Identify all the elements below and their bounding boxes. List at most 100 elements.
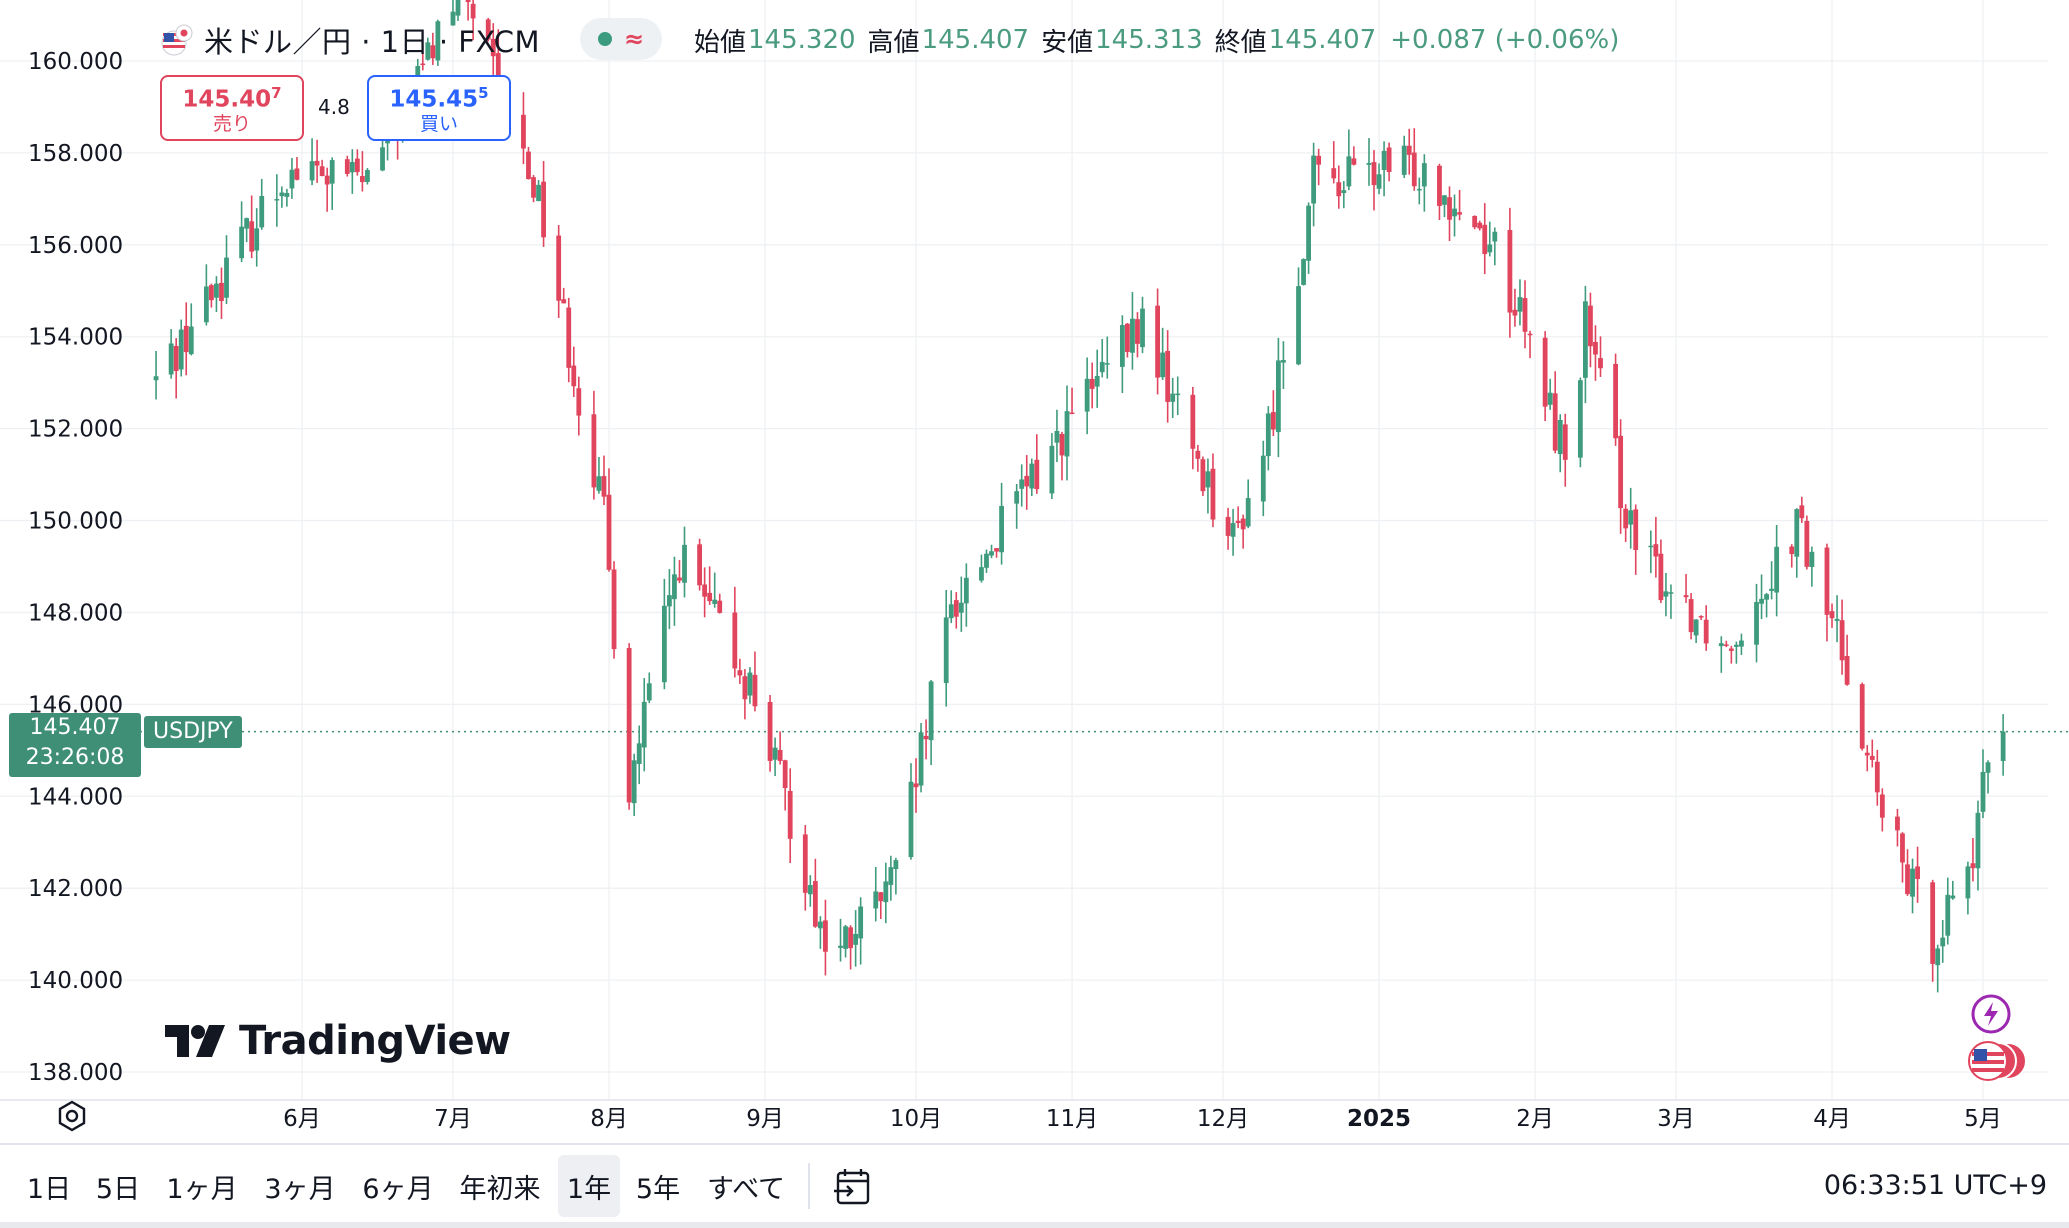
- candle: [1950, 880, 1956, 900]
- symbol-tag: USDJPY: [144, 716, 242, 748]
- range-button[interactable]: 5日: [95, 1173, 141, 1205]
- candle: [1457, 190, 1462, 221]
- candle: [214, 276, 219, 312]
- candle: [611, 561, 617, 659]
- economic-events-flag-icon[interactable]: [1966, 1038, 2028, 1084]
- candle-body: [1492, 231, 1498, 242]
- candle: [1034, 434, 1040, 494]
- candle: [1054, 409, 1060, 463]
- candle-body: [526, 151, 531, 180]
- market-open-icon: [597, 32, 612, 46]
- candle-body: [219, 282, 224, 301]
- candle-body: [214, 283, 219, 298]
- settings-icon[interactable]: [56, 1100, 88, 1132]
- chart-grid: [0, 0, 2069, 1101]
- candle: [1895, 808, 1900, 847]
- candle: [465, 0, 471, 21]
- sell-price: 145.407: [182, 83, 282, 113]
- candle-body: [344, 159, 350, 174]
- candle: [1346, 129, 1352, 191]
- candle-body: [1260, 455, 1266, 502]
- candle-body: [354, 158, 360, 173]
- range-button-active[interactable]: 1年: [558, 1155, 620, 1217]
- x-tick-label: 8月: [590, 1106, 628, 1132]
- candle: [1693, 619, 1699, 644]
- candle: [284, 188, 290, 207]
- candle: [1014, 483, 1020, 529]
- candle-body: [284, 192, 290, 197]
- candle: [1910, 858, 1915, 914]
- candle-body: [1195, 450, 1201, 459]
- candle-body: [319, 166, 325, 177]
- candle-body: [1442, 195, 1447, 205]
- candle-body: [1522, 298, 1528, 332]
- sell-button[interactable]: 145.407 売り: [160, 75, 304, 141]
- candle-body: [359, 176, 365, 183]
- candle-body: [329, 160, 335, 184]
- candle: [812, 858, 818, 928]
- candle: [314, 139, 320, 183]
- lightning-icon[interactable]: [1970, 993, 2012, 1035]
- candle-body: [1915, 866, 1920, 879]
- candle-body: [893, 860, 899, 870]
- range-button[interactable]: すべて: [706, 1173, 786, 1205]
- candle: [1406, 128, 1412, 175]
- candle: [490, 23, 496, 81]
- candle-body: [1406, 145, 1412, 155]
- candle-body: [1125, 323, 1130, 352]
- y-tick-label: 154.000: [28, 325, 123, 351]
- candle: [984, 549, 989, 573]
- candle: [1260, 440, 1266, 517]
- candle-body: [1834, 618, 1840, 621]
- candle-body: [1935, 948, 1941, 966]
- candle: [606, 468, 612, 572]
- buy-button[interactable]: 145.455 買い: [367, 75, 511, 141]
- candle-body: [1301, 259, 1306, 285]
- candle: [1195, 445, 1201, 472]
- candle-body: [1653, 544, 1659, 557]
- range-button[interactable]: 3ヶ月: [264, 1173, 336, 1205]
- candle: [732, 586, 738, 678]
- candle: [1230, 508, 1236, 556]
- go-to-date-icon[interactable]: [832, 1167, 874, 1207]
- range-button[interactable]: 1日: [26, 1173, 72, 1205]
- candle: [1099, 338, 1105, 378]
- candle: [536, 180, 541, 202]
- clock-timezone[interactable]: 06:33:51 UTC+9: [1823, 1170, 2047, 1201]
- candle: [1029, 458, 1035, 497]
- y-tick-label: 160.000: [28, 49, 123, 75]
- wave-icon: ≈: [623, 25, 645, 53]
- candle: [209, 283, 214, 308]
- range-button[interactable]: 6ヶ月: [362, 1173, 434, 1205]
- last-price-tag: 145.407 23:26:08: [9, 713, 141, 777]
- candle-body: [1034, 459, 1040, 490]
- candle: [1764, 592, 1769, 618]
- candle: [772, 737, 778, 777]
- candle: [1064, 385, 1070, 481]
- candle-body: [420, 63, 426, 66]
- high-label: 高値: [867, 27, 920, 58]
- candle-body: [963, 577, 969, 604]
- range-button[interactable]: 年初来: [459, 1173, 541, 1205]
- range-button[interactable]: 5年: [635, 1173, 681, 1205]
- y-axis: 160.000 158.000 156.000 154.000 152.000 150.0…: [28, 49, 123, 1086]
- candle-body: [1718, 643, 1724, 647]
- candle: [420, 45, 426, 71]
- candle: [435, 19, 441, 66]
- candle-body: [1014, 491, 1020, 504]
- candle-body: [817, 921, 823, 929]
- candle: [823, 899, 828, 976]
- candle-body: [1950, 895, 1956, 899]
- candle: [1019, 464, 1025, 507]
- candle-body: [1759, 598, 1764, 604]
- candle-body: [626, 647, 632, 803]
- symbol-title[interactable]: 米ドル／円 · 1日 · FXCM: [204, 25, 540, 59]
- candle: [1940, 919, 1946, 963]
- status-pill[interactable]: ≈: [580, 18, 662, 60]
- bottom-edge: [0, 1222, 2069, 1228]
- candle: [667, 569, 672, 630]
- candle: [1728, 645, 1734, 664]
- candle-body: [1130, 318, 1135, 353]
- range-button[interactable]: 1ヶ月: [166, 1173, 238, 1205]
